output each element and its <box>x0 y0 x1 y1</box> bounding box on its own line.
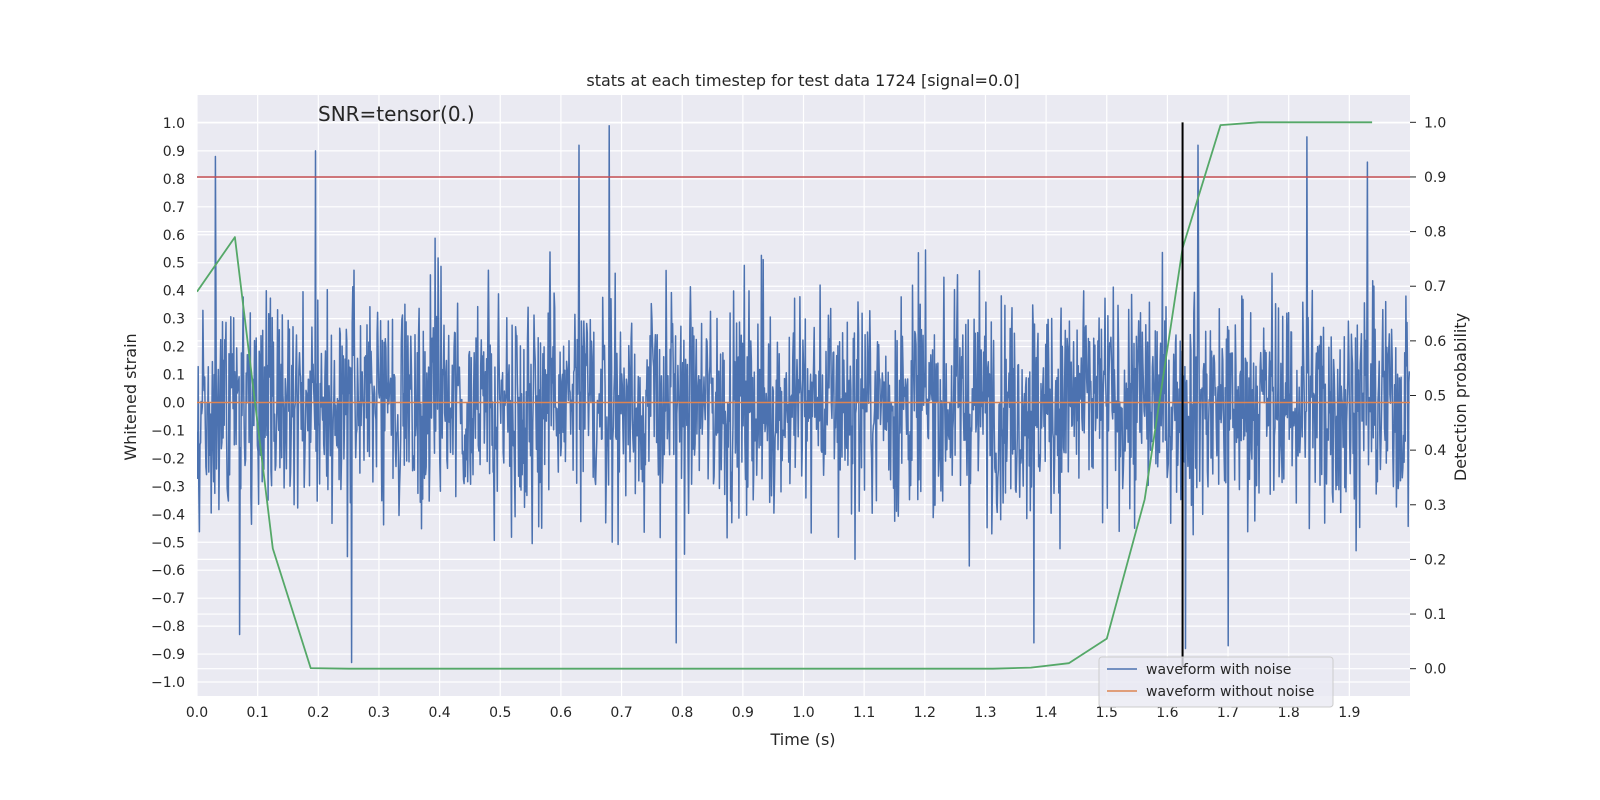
y2-axis-ticks: 0.0 0.1 0.2 0.3 0.4 0.5 0.6 0.7 0.8 0.9 1.0 <box>1410 115 1446 678</box>
y-tick-label: −0.3 <box>151 479 185 495</box>
x-tick-label: 0.6 <box>550 705 572 721</box>
x-tick-label: 0.5 <box>489 705 511 721</box>
y2-tick-label: 0.9 <box>1424 170 1446 186</box>
y-tick-label: 0.7 <box>163 200 185 216</box>
x-tick-label: 1.5 <box>1096 705 1118 721</box>
y-tick-label: 0.6 <box>163 228 185 244</box>
y-tick-label: 0.0 <box>163 395 185 411</box>
legend-box <box>1098 656 1334 708</box>
legend: waveform with noise waveform without noi… <box>1098 656 1334 708</box>
y-tick-label: −0.7 <box>151 591 185 607</box>
y-tick-label: −0.2 <box>151 451 185 467</box>
x-tick-label: 1.6 <box>1156 705 1178 721</box>
x-tick-label: 0.7 <box>610 705 632 721</box>
probability-trace <box>197 121 1373 670</box>
chart-title: stats at each timestep for test data 172… <box>586 71 1019 90</box>
legend-label-noise: waveform with noise <box>1146 662 1291 678</box>
x-tick-label: 1.1 <box>853 705 875 721</box>
x-tick-label: 0.9 <box>732 705 754 721</box>
y2-tick-label: 0.1 <box>1424 607 1446 623</box>
y2-tick-label: 0.5 <box>1424 389 1446 405</box>
noise-trace <box>197 124 1410 664</box>
x-tick-label: 0.1 <box>247 705 269 721</box>
y-tick-label: 0.8 <box>163 172 185 188</box>
x-tick-label: 1.0 <box>792 705 814 721</box>
y-tick-label: −0.5 <box>151 535 185 551</box>
y2-axis-title: Detection probability <box>1451 313 1470 481</box>
x-tick-label: 0.8 <box>671 705 693 721</box>
snr-annotation: SNR=tensor(0.) <box>318 102 475 126</box>
y2-tick-label: 0.4 <box>1424 443 1446 459</box>
x-tick-label: 0.2 <box>307 705 329 721</box>
x-axis-title: Time (s) <box>769 730 835 749</box>
y2-tick-label: 0.7 <box>1424 279 1446 295</box>
legend-label-clean: waveform without noise <box>1146 684 1314 700</box>
y-tick-label: 1.0 <box>163 116 185 132</box>
y2-tick-label: 0.8 <box>1424 225 1446 241</box>
x-axis-ticks: 0.0 0.1 0.2 0.3 0.4 0.5 0.6 0.7 0.8 0.9 1.0 1.1 1.2 1… <box>186 705 1361 721</box>
y-tick-label: 0.1 <box>163 368 185 384</box>
y2-tick-label: 0.6 <box>1424 334 1446 350</box>
x-tick-label: 1.4 <box>1035 705 1057 721</box>
y-tick-label: 0.9 <box>163 144 185 160</box>
y2-tick-label: 0.2 <box>1424 552 1446 568</box>
x-tick-label: 0.3 <box>368 705 390 721</box>
y-tick-label: −0.4 <box>151 507 185 523</box>
y-tick-label: 0.5 <box>163 256 185 272</box>
y2-tick-label: 0.0 <box>1424 662 1446 678</box>
x-tick-label: 0.4 <box>428 705 450 721</box>
y-tick-label: 0.4 <box>163 284 185 300</box>
plot-content <box>197 121 1410 670</box>
y-axis-title: Whitened strain <box>121 333 140 460</box>
y-tick-label: 0.2 <box>163 340 185 356</box>
x-tick-label: 1.9 <box>1338 705 1360 721</box>
y-tick-label: −0.9 <box>151 647 185 663</box>
x-tick-label: 1.8 <box>1278 705 1300 721</box>
x-tick-label: 1.7 <box>1217 705 1239 721</box>
series-waveform-with-noise <box>197 124 1410 664</box>
y-tick-label: 0.3 <box>163 312 185 328</box>
x-tick-label: 1.3 <box>974 705 996 721</box>
x-tick-label: 0.0 <box>186 705 208 721</box>
y2-tick-label: 1.0 <box>1424 115 1446 131</box>
x-tick-label: 1.2 <box>914 705 936 721</box>
y2-tick-label: 0.3 <box>1424 498 1446 514</box>
y-axis-ticks: −1.0 −0.9 −0.8 −0.7 −0.6 −0.5 −0.4 −0.3 −0.2 −0.1… <box>151 116 185 691</box>
y-tick-label: −0.6 <box>151 563 185 579</box>
y-tick-label: −1.0 <box>151 675 185 691</box>
y-tick-label: −0.1 <box>151 423 185 439</box>
y-tick-label: −0.8 <box>151 619 185 635</box>
